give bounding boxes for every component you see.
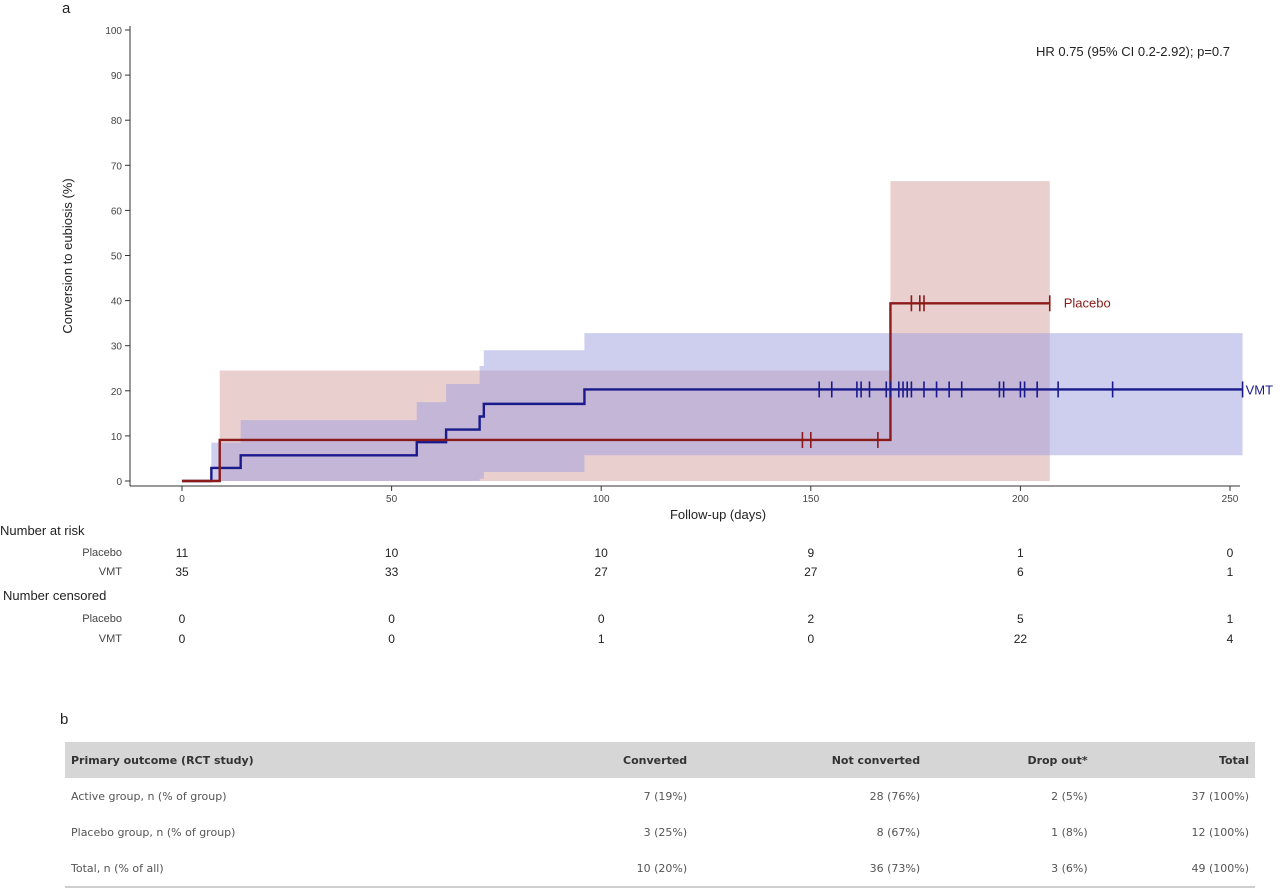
risk-value: 4 xyxy=(1226,632,1234,646)
risk-row-label: Placebo xyxy=(82,547,122,559)
row-label: Total, n (% of all) xyxy=(65,850,517,888)
risk-value: 1 xyxy=(597,632,605,646)
risk-row-label: VMT xyxy=(98,566,122,578)
panel-b-label: b xyxy=(60,711,69,728)
vmt-curve xyxy=(182,388,1243,483)
row-label: Placebo group, n (% of group) xyxy=(71,825,236,839)
risk-value: 1 xyxy=(1017,546,1024,560)
risk-value: 1 xyxy=(1226,612,1234,626)
hr-annotation: HR 0.75 (95% CI 0.2-2.92); p=0.7 xyxy=(1036,44,1230,59)
y-tick-label: 100 xyxy=(105,26,122,37)
risk-value: 9 xyxy=(807,546,815,560)
risk-value: 0 xyxy=(807,632,815,646)
cell-not-converted: 36 (73%) xyxy=(693,850,927,888)
y-tick-label: 50 xyxy=(111,252,123,263)
risk-row-label: Placebo xyxy=(82,613,122,625)
cell-drop-out: 1 (8%) xyxy=(1051,825,1088,839)
x-tick-label: 50 xyxy=(386,494,398,505)
panel-a-label: a xyxy=(62,0,71,17)
outcome-table: Primary outcome (RCT study) Converted No… xyxy=(65,742,1255,888)
risk-value: 2 xyxy=(807,612,815,626)
survival-curves xyxy=(182,302,1243,483)
censor-marks xyxy=(801,295,1244,448)
risk-value: 35 xyxy=(175,565,189,579)
risk-value: 0 xyxy=(178,612,186,626)
risk-value: 27 xyxy=(804,565,818,579)
y-tick-label: 90 xyxy=(111,71,123,82)
risk-value: 22 xyxy=(1013,632,1028,646)
y-tick-label: 0 xyxy=(116,477,122,488)
row-label: Active group, n (% of group) xyxy=(71,789,227,803)
cell-total: 37 (100%) xyxy=(1191,789,1249,803)
risk-value: 0 xyxy=(597,612,605,626)
x-axis-label: Follow-up (days) xyxy=(670,507,766,522)
risk-value: 0 xyxy=(388,612,395,626)
y-tick-label: 30 xyxy=(111,342,123,353)
y-tick-label: 80 xyxy=(111,116,123,127)
cell-drop-out: 3 (6%) xyxy=(926,850,1094,888)
cell-converted: 3 (25%) xyxy=(643,825,688,839)
risk-value: 0 xyxy=(388,632,395,646)
table-row: Placebo group, n (% of group) 3 (25%) 8 … xyxy=(65,814,1255,850)
cell-converted: 10 (20%) xyxy=(516,850,694,888)
table-row: Active group, n (% of group) 7 (19%) 28 … xyxy=(65,778,1255,814)
risk-value: 5 xyxy=(1017,612,1024,626)
x-tick-label: 100 xyxy=(593,494,610,505)
kaplan-meier-chart: 0 10 20 30 40 50 60 70 80 90 100 0 50 100 150 200 250 HR… xyxy=(60,26,1273,522)
cell-total: 49 (100%) xyxy=(1093,850,1255,888)
risk-value: 6 xyxy=(1017,565,1024,579)
y-tick-label: 60 xyxy=(111,206,123,217)
header-not-converted: Not converted xyxy=(693,742,927,778)
vmt-series-label: VMT xyxy=(1246,382,1274,397)
table-row: Total, n (% of all) 10 (20%) 36 (73%) 3 … xyxy=(65,850,1255,888)
cell-total: 12 (100%) xyxy=(1191,825,1249,839)
y-axis-label: Conversion to eubiosis (%) xyxy=(60,178,75,333)
number-at-risk-title: Number at risk xyxy=(0,523,85,538)
risk-value: 0 xyxy=(178,632,186,646)
risk-value: 1 xyxy=(1226,565,1234,579)
confidence-bands xyxy=(182,181,1243,481)
risk-row-label: VMT xyxy=(98,633,122,645)
header-converted: Converted xyxy=(516,742,694,778)
x-tick-label: 0 xyxy=(179,494,185,505)
vmt-ci-band xyxy=(182,333,1243,481)
y-tick-label: 10 xyxy=(111,432,123,443)
cell-drop-out: 2 (5%) xyxy=(1051,789,1088,803)
cell-not-converted: 28 (76%) xyxy=(869,789,921,803)
chart-axes: 0 10 20 30 40 50 60 70 80 90 100 0 50 100 150 200 250 xyxy=(105,26,1240,505)
risk-value: 11 xyxy=(175,546,189,560)
outcome-table-header-row: Primary outcome (RCT study) Converted No… xyxy=(65,742,1255,778)
x-tick-label: 200 xyxy=(1012,494,1029,505)
header-primary-outcome: Primary outcome (RCT study) xyxy=(65,742,517,778)
cell-not-converted: 8 (67%) xyxy=(876,825,921,839)
number-censored-title: Number censored xyxy=(3,588,107,603)
risk-value: 0 xyxy=(1226,546,1234,560)
placebo-series-label: Placebo xyxy=(1064,295,1111,310)
y-tick-label: 40 xyxy=(111,297,123,308)
header-drop-out: Drop out* xyxy=(926,742,1094,778)
x-tick-label: 150 xyxy=(802,494,819,505)
risk-value: 33 xyxy=(384,565,399,579)
cell-converted: 7 (19%) xyxy=(643,789,688,803)
chart-labels: HR 0.75 (95% CI 0.2-2.92); p=0.7 Follow-u… xyxy=(60,44,1273,522)
risk-value: 10 xyxy=(594,546,608,560)
risk-value: 27 xyxy=(594,565,608,579)
x-tick-label: 250 xyxy=(1222,494,1239,505)
placebo-curve xyxy=(182,302,1050,483)
header-total: Total xyxy=(1093,742,1255,778)
y-tick-label: 70 xyxy=(111,161,123,172)
risk-value: 10 xyxy=(384,546,399,560)
y-tick-label: 20 xyxy=(111,387,123,398)
